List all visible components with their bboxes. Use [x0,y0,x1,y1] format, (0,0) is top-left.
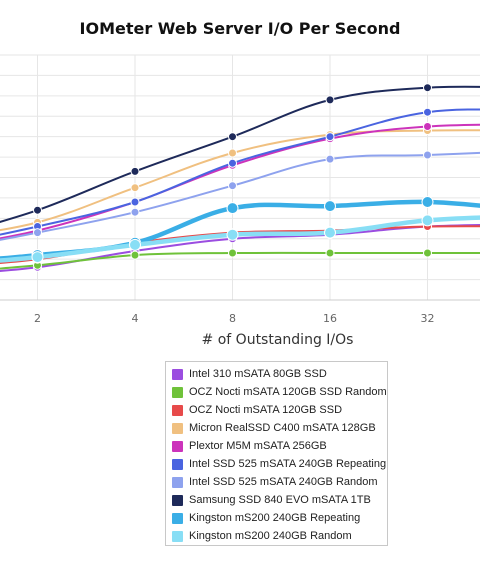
legend-swatch [172,368,183,380]
data-point[interactable] [423,122,432,131]
legend-label: Intel SSD 525 mSATA 240GB Repeating [189,458,387,470]
legend-swatch [172,404,183,416]
series [0,214,480,264]
data-point[interactable] [129,238,141,251]
data-point[interactable] [421,214,434,227]
data-point[interactable] [226,202,239,215]
legend: Intel 310 mSATA 80GB SSD OCZ Nocti mSATA … [165,361,388,546]
legend-label: Kingston mS200 240GB Random [189,530,352,542]
legend-item[interactable]: OCZ Nocti mSATA 120GB SSD Random [172,383,387,401]
legend-label: Intel SSD 525 mSATA 240GB Random [189,476,378,488]
legend-label: OCZ Nocti mSATA 120GB SSD [189,404,343,416]
data-point[interactable] [228,132,237,142]
series [0,222,480,273]
data-point[interactable] [130,197,140,207]
legend-item[interactable]: Samsung SSD 840 EVO mSATA 1TB [172,491,387,509]
series-line [0,123,480,240]
legend-swatch [172,422,183,434]
series [0,83,480,224]
legend-item[interactable]: Plextor M5M mSATA 256GB [172,437,387,455]
legend-swatch [172,512,183,524]
data-point[interactable] [423,107,432,117]
data-point[interactable] [226,228,239,241]
legend-item[interactable]: Intel 310 mSATA 80GB SSD [172,365,387,383]
x-tick-label: 8 [229,312,236,325]
data-point[interactable] [423,83,432,93]
legend-item[interactable]: Intel SSD 525 mSATA 240GB Repeating [172,455,387,473]
series [0,150,480,241]
legend-label: Kingston mS200 240GB Repeating [189,512,361,524]
data-point[interactable] [228,248,237,258]
legend-item[interactable]: Kingston mS200 240GB Repeating [172,509,387,527]
legend-swatch [172,494,183,506]
legend-item[interactable]: OCZ Nocti mSATA 120GB SSD [172,401,387,419]
line-chart: 2 4 8 16 32 [0,54,480,325]
legend-swatch [172,458,183,470]
legend-item[interactable]: Kingston mS200 240GB Random [172,527,387,545]
x-axis: 2 4 8 16 32 [0,299,480,325]
data-point[interactable] [421,196,434,208]
data-point[interactable] [325,154,335,164]
data-point[interactable] [228,158,237,168]
series [0,248,480,270]
legend-label: Micron RealSSD C400 mSATA 128GB [189,422,376,434]
data-point[interactable] [325,248,335,258]
series-line [0,215,480,263]
data-point[interactable] [33,228,42,238]
data-point[interactable] [31,251,44,264]
x-tick-label: 4 [132,312,139,325]
legend-label: Intel 310 mSATA 80GB SSD [189,368,327,380]
grid [0,54,480,300]
chart-title: IOMeter Web Server I/O Per Second [79,19,401,38]
data-point[interactable] [130,183,140,193]
x-tick-label: 16 [323,312,337,325]
legend-item[interactable]: Micron RealSSD C400 mSATA 128GB [172,419,387,437]
legend-swatch [172,530,183,542]
data-point[interactable] [228,181,237,191]
x-tick-label: 2 [34,312,41,325]
legend-item[interactable]: Intel SSD 525 mSATA 240GB Random [172,473,387,491]
series [0,122,480,240]
data-point[interactable] [324,226,336,239]
data-point[interactable] [423,248,432,258]
series-line [0,251,480,270]
series-lines [0,83,480,273]
data-point[interactable] [130,207,140,217]
data-point[interactable] [130,166,140,176]
x-axis-label: # of Outstanding I/Os [201,332,354,348]
data-point[interactable] [325,132,335,142]
data-point[interactable] [324,200,336,213]
legend-swatch [172,386,183,398]
x-tick-label: 32 [421,312,435,325]
data-point[interactable] [33,205,42,215]
legend-swatch [172,476,183,488]
series [0,107,480,236]
data-point[interactable] [130,250,140,260]
data-point[interactable] [325,95,335,105]
legend-label: Plextor M5M mSATA 256GB [189,440,327,452]
legend-swatch [172,440,183,452]
legend-label: Samsung SSD 840 EVO mSATA 1TB [189,494,371,506]
legend-label: OCZ Nocti mSATA 120GB SSD Random [189,386,387,398]
data-point[interactable] [228,148,237,158]
data-point[interactable] [423,150,432,160]
